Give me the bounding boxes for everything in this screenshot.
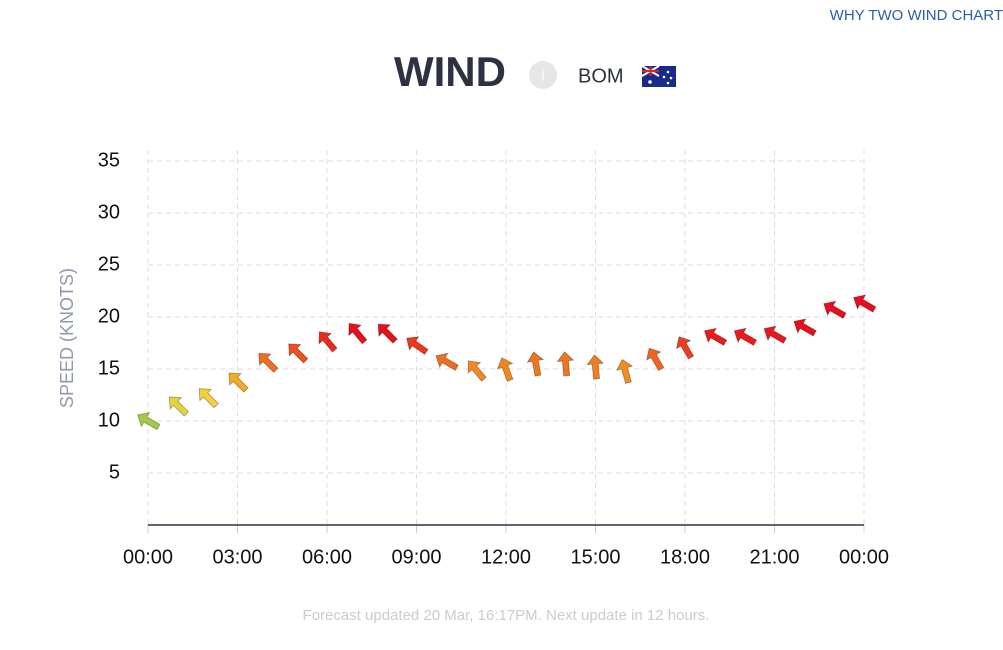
wind-arrow: [556, 351, 575, 377]
wind-arrow: [823, 300, 847, 319]
wind-arrow: [646, 347, 665, 372]
title: WIND: [394, 48, 506, 95]
x-tick-label: 00:00: [123, 546, 173, 568]
wind-arrow: [526, 351, 545, 377]
wind-arrow: [348, 322, 368, 345]
wind-arrow: [616, 358, 634, 384]
x-tick-label: 09:00: [391, 546, 441, 568]
wind-arrow: [137, 412, 161, 431]
y-tick-label: 25: [98, 253, 120, 275]
wind-arrow: [496, 357, 514, 382]
wind-arrow: [198, 388, 219, 409]
wind-arrow: [435, 352, 459, 371]
x-tick-label: 12:00: [481, 546, 531, 568]
y-tick-label: 30: [98, 201, 120, 223]
y-tick-label: 15: [98, 357, 120, 379]
wind-arrow: [763, 325, 787, 344]
x-tick-label: 00:00: [839, 546, 889, 568]
wind-arrow: [703, 327, 728, 346]
wind-arrow: [853, 294, 877, 313]
info-icon[interactable]: [529, 61, 557, 89]
x-tick-label: 03:00: [212, 546, 262, 568]
wind-arrow: [676, 336, 695, 360]
x-tick-label: 18:00: [660, 546, 710, 568]
y-tick-label: 10: [98, 409, 120, 431]
x-tick-label: 06:00: [302, 546, 352, 568]
flag: [641, 65, 676, 87]
y-axis-label: SPEED (KNOTS): [57, 268, 77, 408]
source: BOM: [578, 65, 624, 87]
footer-note: Forecast updated 20 Mar, 16:17PM. Next u…: [303, 607, 710, 624]
wind-arrow: [406, 336, 429, 355]
y-tick-label: 35: [98, 149, 120, 171]
wind-arrow: [793, 318, 817, 337]
wind-arrow: [586, 354, 605, 380]
wind-arrow: [228, 372, 249, 393]
wind-arrow: [168, 396, 190, 417]
wind-arrow: [377, 323, 398, 344]
wind-arrow: [288, 343, 309, 364]
y-tick-label: 5: [109, 461, 120, 483]
wind-arrow: [733, 327, 758, 346]
info-label: i: [541, 67, 545, 83]
wind-arrow: [467, 360, 487, 382]
x-tick-label: 15:00: [570, 546, 620, 568]
wind-arrow: [318, 331, 338, 353]
why-link[interactable]: WHY TWO WIND CHART: [830, 7, 1003, 24]
x-tick-label: 21:00: [749, 546, 799, 568]
wind-arrow: [258, 352, 279, 373]
y-tick-label: 20: [98, 305, 120, 327]
